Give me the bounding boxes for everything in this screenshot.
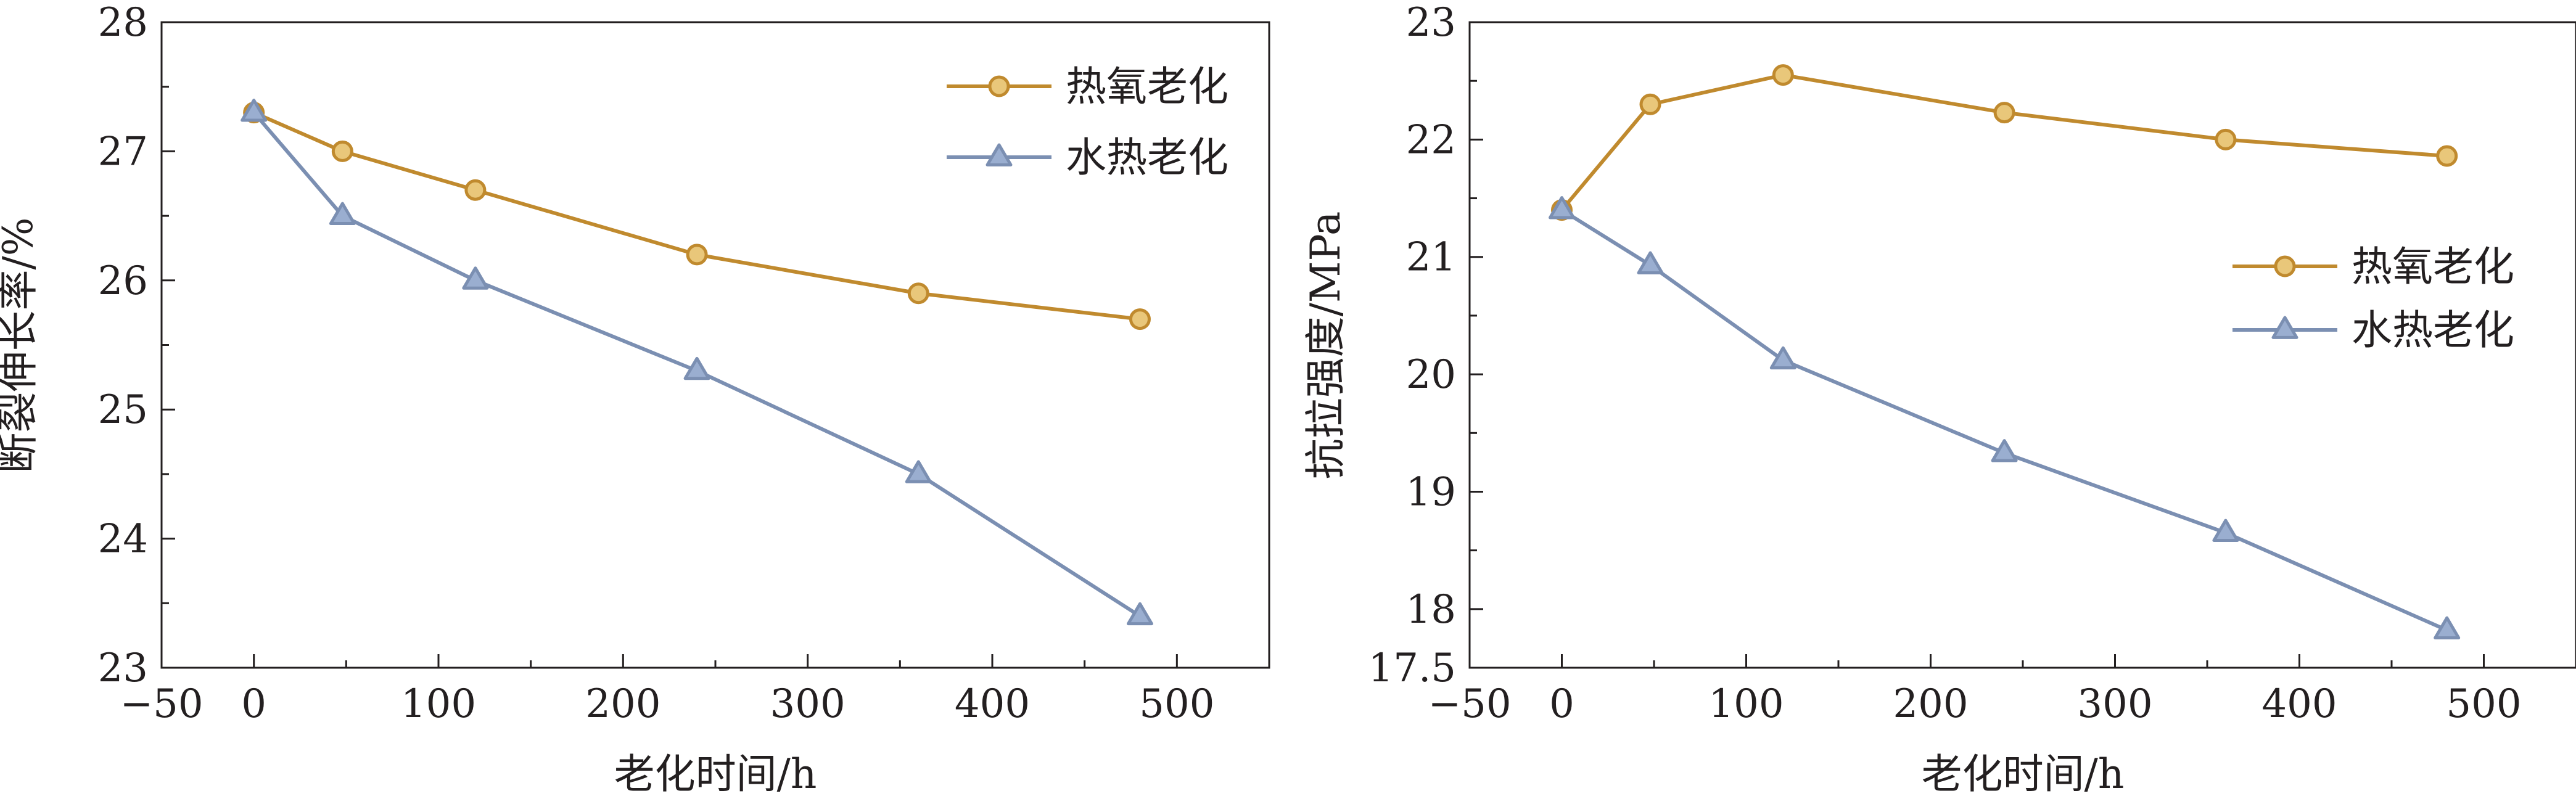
y-tick-label: 23 — [1406, 0, 1456, 46]
x-tick-label: 100 — [401, 681, 476, 727]
x-tick-label: 0 — [1549, 681, 1574, 727]
x-axis-title: 老化时间/h — [614, 750, 817, 798]
data-point — [905, 460, 932, 483]
x-tick-label: 200 — [1893, 681, 1968, 727]
legend-marker — [2271, 316, 2298, 339]
data-point — [1991, 439, 2018, 462]
y-tick-label: 24 — [98, 517, 148, 562]
data-point — [464, 179, 487, 201]
data-point — [1126, 602, 1153, 626]
y-tick-label: 17.5 — [1368, 646, 1457, 691]
legend-entry: 水热老化 — [947, 134, 1228, 181]
y-tick-label: 28 — [98, 0, 148, 46]
plot-frame — [160, 21, 1270, 669]
data-point — [1637, 251, 1664, 274]
legend-label: 水热老化 — [1066, 134, 1228, 181]
x-tick-label: 400 — [2261, 681, 2337, 727]
data-point — [1769, 346, 1796, 370]
data-point — [2212, 519, 2239, 542]
y-tick-label: 21 — [1406, 235, 1456, 281]
data-point — [1549, 196, 1575, 219]
y-axis-title: 抗拉强度/MPa — [1302, 211, 1349, 480]
legend-entry: 热氧老化 — [947, 63, 1228, 110]
data-point — [241, 99, 268, 122]
series-line — [1560, 73, 2447, 211]
series-line — [252, 111, 1142, 618]
data-point — [1772, 64, 1794, 86]
legend-entry: 水热老化 — [2232, 306, 2514, 354]
data-point — [1129, 308, 1151, 330]
y-tick-label: 19 — [1406, 469, 1456, 515]
x-tick-label: 500 — [2446, 681, 2521, 727]
x-tick-label: 0 — [241, 681, 266, 727]
series-2 — [1549, 196, 2461, 639]
legend-marker — [988, 75, 1010, 97]
data-point — [2434, 616, 2461, 639]
y-tick-label: 20 — [1406, 352, 1456, 398]
legend-label: 水热老化 — [2352, 306, 2514, 354]
y-tick-label: 23 — [98, 646, 148, 691]
x-tick-label: −50 — [120, 681, 203, 727]
y-axis-title: 断裂伸长率/% — [0, 218, 42, 474]
y-tick-label: 18 — [1406, 587, 1456, 633]
data-point — [462, 266, 489, 290]
data-point — [2215, 128, 2237, 150]
x-tick-label: 500 — [1139, 681, 1214, 727]
data-point — [907, 282, 929, 305]
data-point — [1993, 102, 2015, 124]
series-1 — [1551, 64, 2458, 221]
legend-marker — [986, 143, 1013, 166]
legend-label: 热氧老化 — [1066, 63, 1228, 110]
data-point — [686, 244, 708, 266]
legend-label: 热氧老化 — [2352, 243, 2514, 290]
data-point — [329, 202, 356, 225]
series-1 — [243, 102, 1151, 330]
legend-entry: 热氧老化 — [2232, 243, 2514, 290]
series-line — [1560, 208, 2448, 632]
legend-marker — [2274, 255, 2296, 277]
series-line — [253, 110, 1140, 321]
chart-1: −50 0 100 200 300 400 500 23 24 25 26 27 28 老化时间/h 断裂伸… — [0, 0, 1270, 798]
y-tick-label: 25 — [98, 387, 148, 433]
data-point — [1639, 93, 1661, 115]
x-tick-label: 100 — [1708, 681, 1784, 727]
x-tick-label: 300 — [770, 681, 846, 727]
x-axis-title: 老化时间/h — [1922, 750, 2125, 798]
x-tick-label: 400 — [955, 681, 1030, 727]
data-point — [683, 356, 710, 380]
x-tick-label: 200 — [585, 681, 660, 727]
y-tick-label: 27 — [98, 129, 148, 174]
y-tick-label: 26 — [98, 258, 148, 304]
data-point — [331, 140, 353, 162]
data-point — [2436, 145, 2458, 167]
x-tick-label: −50 — [1428, 681, 1511, 727]
x-tick-label: 300 — [2077, 681, 2152, 727]
y-tick-label: 22 — [1406, 117, 1456, 163]
chart-2: −50 0 100 200 300 400 500 17.5 18 19 20 21 22 23 老化时间/… — [1302, 0, 2576, 798]
series-2 — [241, 99, 1153, 626]
